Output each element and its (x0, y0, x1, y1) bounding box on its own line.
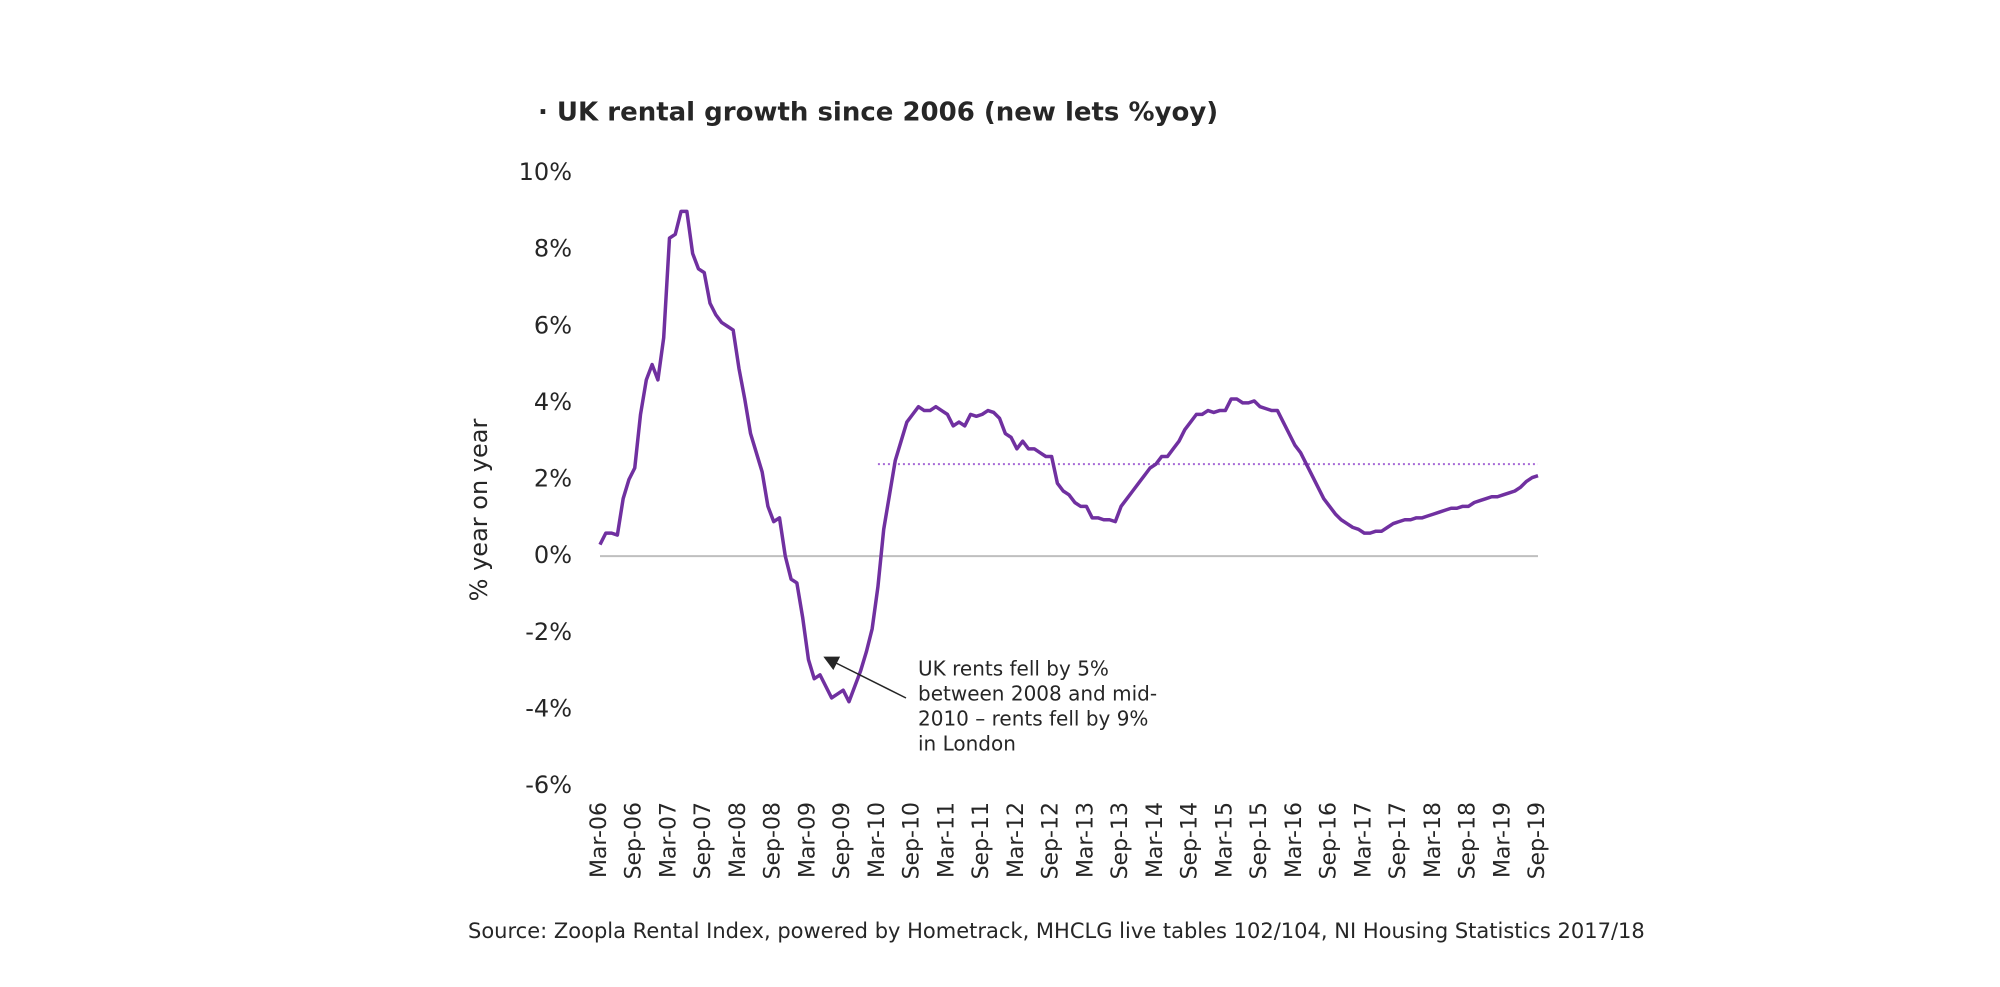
annotation-arrow (823, 656, 907, 699)
x-tick-label: Sep-09 (830, 802, 855, 879)
y-tick-label: 8% (534, 235, 572, 263)
source-note: Source: Zoopla Rental Index, powered by … (468, 919, 1645, 943)
x-tick-label: Sep-15 (1247, 802, 1272, 879)
x-tick-label: Sep-18 (1456, 802, 1481, 879)
x-tick-label: Sep-17 (1386, 802, 1411, 879)
y-axis-label: % year on year (465, 419, 493, 602)
x-tick-label: Mar-13 (1073, 802, 1098, 878)
y-tick-label: 2% (534, 465, 572, 493)
data-line (598, 209, 1539, 704)
x-tick-label: Sep-11 (969, 802, 994, 879)
annotation-text: UK rents fell by 5% (918, 657, 1109, 681)
annotation-text: 2010 – rents fell by 9% (918, 707, 1148, 731)
y-tick-label: 10% (519, 158, 572, 186)
annotation-text: between 2008 and mid- (918, 682, 1157, 706)
x-tick-label: Mar-10 (865, 802, 890, 878)
x-tick-label: Sep-19 (1525, 802, 1550, 879)
x-tick-label: Mar-15 (1212, 802, 1237, 878)
x-tick-label: Sep-16 (1317, 802, 1342, 879)
x-tick-label: Sep-06 (622, 802, 647, 879)
x-tick-label: Mar-07 (656, 802, 681, 878)
x-tick-label: Mar-17 (1351, 802, 1376, 878)
x-tick-label: Sep-14 (1178, 802, 1203, 879)
x-tick-label: Mar-16 (1282, 802, 1307, 878)
x-tick-label: Mar-11 (934, 802, 959, 878)
x-tick-label: Mar-09 (795, 802, 820, 878)
x-tick-label: Sep-10 (900, 802, 925, 879)
x-tick-label: Mar-14 (1143, 802, 1168, 878)
x-tick-label: Sep-08 (761, 802, 786, 879)
x-tick-label: Sep-13 (1108, 802, 1133, 879)
y-tick-label: 0% (534, 541, 572, 569)
x-tick-label: Mar-12 (1004, 802, 1029, 878)
x-tick-label: Sep-07 (691, 802, 716, 879)
x-tick-label: Mar-06 (587, 802, 612, 878)
y-tick-label: 4% (534, 388, 572, 416)
y-tick-label: -2% (525, 618, 572, 646)
x-tick-label: Sep-12 (1039, 802, 1064, 879)
y-tick-label: -4% (525, 694, 572, 722)
chart-title: · UK rental growth since 2006 (new lets … (538, 98, 1218, 128)
y-tick-label: 6% (534, 311, 572, 339)
x-tick-label: Mar-18 (1421, 802, 1446, 878)
x-tick-label: Mar-19 (1490, 802, 1515, 878)
y-tick-label: -6% (525, 771, 572, 799)
annotation-text: in London (918, 732, 1016, 756)
x-tick-label: Mar-08 (726, 802, 751, 878)
